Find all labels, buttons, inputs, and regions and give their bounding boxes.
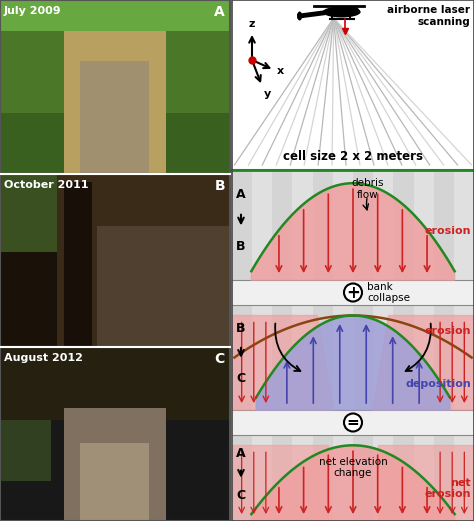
- Text: bank
collapse: bank collapse: [367, 282, 410, 303]
- Bar: [97, 226, 230, 348]
- Polygon shape: [373, 316, 474, 410]
- Bar: [64, 26, 165, 173]
- Bar: [232, 305, 474, 410]
- Text: erosion: erosion: [425, 226, 471, 235]
- Text: A: A: [236, 188, 246, 201]
- Bar: [81, 61, 149, 173]
- Bar: [353, 305, 373, 410]
- Text: x: x: [277, 66, 284, 76]
- Bar: [393, 170, 413, 280]
- Bar: [232, 305, 252, 410]
- Bar: [0, 173, 230, 348]
- Bar: [0, 348, 230, 521]
- Bar: [0, 0, 230, 173]
- Text: B: B: [214, 179, 225, 193]
- Polygon shape: [251, 445, 455, 521]
- Text: debris
flow: debris flow: [351, 178, 384, 200]
- Bar: [81, 443, 149, 521]
- Text: airborne laser
scanning: airborne laser scanning: [387, 5, 470, 27]
- Text: October 2011: October 2011: [4, 180, 89, 190]
- Bar: [434, 170, 454, 280]
- Text: C: C: [215, 352, 225, 366]
- Bar: [57, 173, 230, 348]
- Bar: [232, 435, 474, 521]
- Circle shape: [344, 414, 362, 431]
- Polygon shape: [378, 445, 474, 521]
- Bar: [0, 0, 230, 31]
- Bar: [0, 0, 87, 113]
- Bar: [0, 348, 230, 420]
- Bar: [0, 348, 230, 521]
- Bar: [232, 170, 252, 280]
- Bar: [0, 173, 230, 348]
- Ellipse shape: [323, 6, 361, 18]
- Text: A: A: [214, 5, 225, 19]
- Bar: [64, 182, 92, 348]
- Ellipse shape: [344, 6, 360, 16]
- Bar: [313, 435, 333, 521]
- Text: A: A: [236, 448, 246, 461]
- Text: C: C: [236, 372, 245, 385]
- Bar: [353, 435, 373, 521]
- Bar: [232, 0, 474, 521]
- Bar: [232, 435, 252, 521]
- Polygon shape: [256, 316, 450, 410]
- Bar: [64, 408, 165, 521]
- Ellipse shape: [297, 11, 302, 20]
- Bar: [313, 170, 333, 280]
- Bar: [232, 0, 474, 170]
- Text: August 2012: August 2012: [4, 353, 83, 363]
- Text: erosion: erosion: [425, 326, 471, 336]
- Bar: [0, 173, 69, 252]
- Bar: [393, 305, 413, 410]
- Text: deposition: deposition: [405, 379, 471, 389]
- Text: C: C: [236, 489, 245, 502]
- Text: y: y: [264, 89, 271, 99]
- Bar: [0, 420, 51, 481]
- Text: net elevation
change: net elevation change: [319, 457, 387, 478]
- Bar: [143, 0, 230, 113]
- Circle shape: [344, 283, 362, 302]
- Polygon shape: [232, 445, 328, 521]
- Text: cell size 2 x 2 meters: cell size 2 x 2 meters: [283, 150, 423, 163]
- Bar: [273, 305, 292, 410]
- Text: =: =: [346, 415, 359, 430]
- Text: net
erosion: net erosion: [425, 478, 471, 499]
- Bar: [273, 170, 292, 280]
- Text: +: +: [346, 283, 360, 302]
- Text: B: B: [236, 241, 246, 254]
- Text: July 2009: July 2009: [4, 6, 62, 16]
- Bar: [434, 435, 454, 521]
- Bar: [232, 170, 474, 280]
- Bar: [393, 435, 413, 521]
- Bar: [313, 305, 333, 410]
- Text: z: z: [249, 19, 255, 29]
- Bar: [434, 305, 454, 410]
- Bar: [273, 435, 292, 521]
- Bar: [353, 170, 373, 280]
- Text: B: B: [236, 321, 246, 334]
- Polygon shape: [251, 183, 455, 280]
- Bar: [0, 0, 230, 173]
- Polygon shape: [232, 316, 334, 410]
